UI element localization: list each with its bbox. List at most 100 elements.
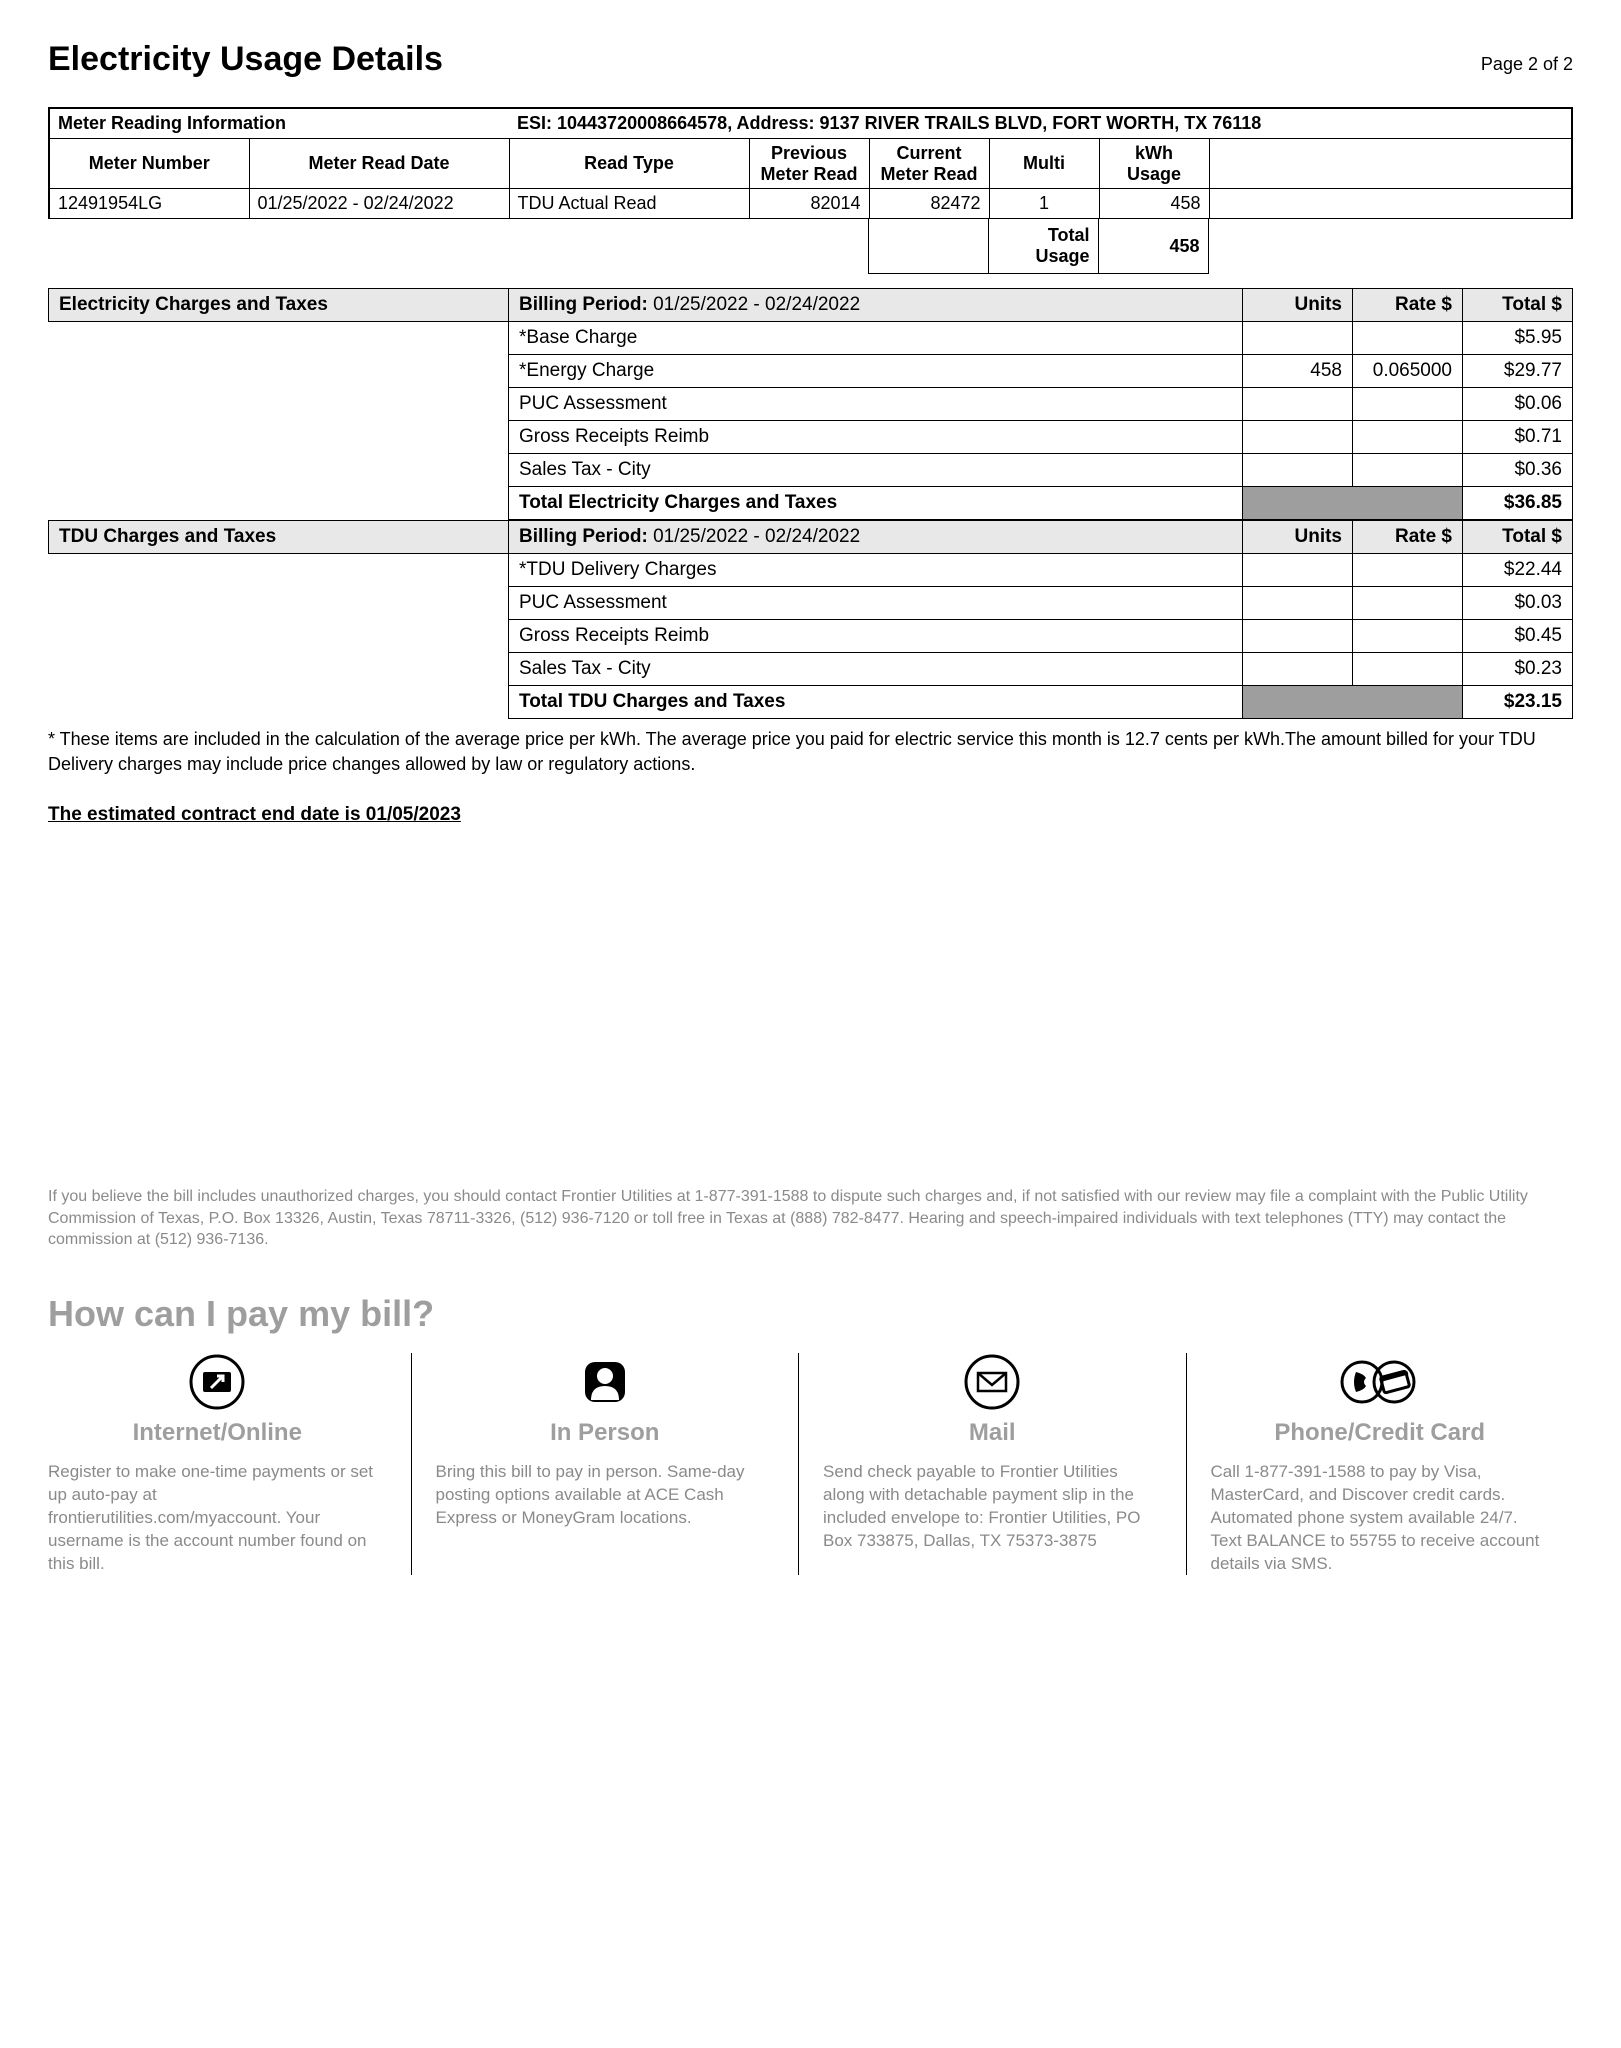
page-title: Electricity Usage Details (48, 40, 443, 79)
col-meter-number: Meter Number (49, 139, 249, 189)
meter-reading-table: Meter Reading Information ESI: 104437200… (48, 107, 1573, 219)
tdu-row: Gross Receipts Reimb$0.45 (49, 620, 1573, 653)
mail-icon (823, 1353, 1162, 1411)
tdu-rate (1353, 653, 1463, 686)
col-read-type: Read Type (509, 139, 749, 189)
phone-card-icon (1211, 1353, 1550, 1411)
meter-prev: 82014 (749, 189, 869, 219)
tdu-units (1243, 587, 1353, 620)
pay-col-mail: Mail Send check payable to Frontier Util… (798, 1353, 1186, 1576)
elec-total-label: Total Electricity Charges and Taxes (509, 487, 1243, 520)
pay-col-person: In Person Bring this bill to pay in pers… (411, 1353, 799, 1576)
elec-total: $0.36 (1463, 454, 1573, 487)
tdu-col-rate: Rate $ (1353, 521, 1463, 554)
tdu-total: $0.03 (1463, 587, 1573, 620)
person-icon (436, 1353, 775, 1411)
dispute-text: If you believe the bill includes unautho… (48, 1186, 1573, 1251)
elec-units: 458 (1243, 355, 1353, 388)
tdu-desc: Gross Receipts Reimb (509, 620, 1243, 653)
tdu-billing-label: Billing Period: (519, 526, 648, 547)
elec-rate: 0.065000 (1353, 355, 1463, 388)
elec-col-units: Units (1243, 289, 1353, 322)
col-usage: kWh Usage (1099, 139, 1209, 189)
pay-title-2: Mail (823, 1419, 1162, 1447)
elec-title: Electricity Charges and Taxes (49, 289, 509, 322)
payment-options: Internet/Online Register to make one-tim… (48, 1353, 1573, 1576)
page-number: Page 2 of 2 (1481, 54, 1573, 75)
elec-units (1243, 454, 1353, 487)
tdu-total: $22.44 (1463, 554, 1573, 587)
elec-row: Sales Tax - City $0.36 (49, 454, 1573, 487)
electricity-charges-table: Electricity Charges and Taxes Billing Pe… (48, 288, 1573, 520)
tdu-billing: Billing Period: 01/25/2022 - 02/24/2022 (509, 521, 1243, 554)
pay-body-1: Bring this bill to pay in person. Same-d… (436, 1461, 775, 1530)
col-spacer (1209, 139, 1572, 189)
elec-row: Gross Receipts Reimb$0.71 (49, 421, 1573, 454)
total-usage-label: Total Usage (988, 219, 1098, 274)
meter-curr: 82472 (869, 189, 989, 219)
tdu-billing-period: 01/25/2022 - 02/24/2022 (653, 526, 860, 547)
tdu-title: TDU Charges and Taxes (49, 521, 509, 554)
tdu-row: PUC Assessment $0.03 (49, 587, 1573, 620)
elec-total: $0.71 (1463, 421, 1573, 454)
col-prev-read: Previous Meter Read (749, 139, 869, 189)
elec-units (1243, 388, 1353, 421)
pay-title-3: Phone/Credit Card (1211, 1419, 1550, 1447)
total-usage-value: 458 (1098, 219, 1208, 274)
elec-rate (1353, 388, 1463, 421)
tdu-desc: PUC Assessment (509, 587, 1243, 620)
pay-title-1: In Person (436, 1419, 775, 1447)
tdu-units (1243, 620, 1353, 653)
footnote: * These items are included in the calcul… (48, 727, 1573, 776)
elec-total: $0.06 (1463, 388, 1573, 421)
tdu-rate (1353, 554, 1463, 587)
elec-desc: PUC Assessment (509, 388, 1243, 421)
tdu-col-total: Total $ (1463, 521, 1573, 554)
meter-multi: 1 (989, 189, 1099, 219)
tdu-total-value: $23.15 (1463, 686, 1573, 719)
elec-units (1243, 421, 1353, 454)
elec-total-value: $36.85 (1463, 487, 1573, 520)
col-multi: Multi (989, 139, 1099, 189)
elec-col-rate: Rate $ (1353, 289, 1463, 322)
tdu-row: *TDU Delivery Charges$22.44 (49, 554, 1573, 587)
elec-row: *Energy Charge4580.065000$29.77 (49, 355, 1573, 388)
elec-units (1243, 322, 1353, 355)
elec-row: PUC Assessment $0.06 (49, 388, 1573, 421)
contract-end-date: The estimated contract end date is 01/05… (48, 804, 1573, 826)
esi-address: ESI: 10443720008664578, Address: 9137 RI… (509, 108, 1572, 139)
pay-heading: How can I pay my bill? (48, 1293, 1573, 1335)
meter-read-type: TDU Actual Read (509, 189, 749, 219)
elec-billing-period: 01/25/2022 - 02/24/2022 (653, 294, 860, 315)
pay-title-0: Internet/Online (48, 1419, 387, 1447)
meter-spacer (1209, 189, 1572, 219)
tdu-rate (1353, 620, 1463, 653)
pay-body-0: Register to make one-time payments or se… (48, 1461, 387, 1576)
pay-body-2: Send check payable to Frontier Utilities… (823, 1461, 1162, 1553)
tdu-row: Sales Tax - City$0.23 (49, 653, 1573, 686)
elec-billing-label: Billing Period: (519, 294, 648, 315)
meter-number: 12491954LG (49, 189, 249, 219)
total-usage-label-spacer (868, 219, 988, 274)
col-read-date: Meter Read Date (249, 139, 509, 189)
col-curr-read: Current Meter Read (869, 139, 989, 189)
pay-body-3: Call 1-877-391-1588 to pay by Visa, Mast… (1211, 1461, 1550, 1576)
elec-desc: *Base Charge (509, 322, 1243, 355)
elec-total: $29.77 (1463, 355, 1573, 388)
tdu-total: $0.23 (1463, 653, 1573, 686)
elec-desc: *Energy Charge (509, 355, 1243, 388)
tdu-total-shade (1243, 686, 1463, 719)
meter-usage: 458 (1099, 189, 1209, 219)
meter-section-title: Meter Reading Information (49, 108, 509, 139)
elec-col-total: Total $ (1463, 289, 1573, 322)
elec-desc: Sales Tax - City (509, 454, 1243, 487)
pay-col-internet: Internet/Online Register to make one-tim… (48, 1353, 411, 1576)
elec-total-shade (1243, 487, 1463, 520)
internet-icon (48, 1353, 387, 1411)
tdu-charges-table: TDU Charges and Taxes Billing Period: 01… (48, 520, 1573, 719)
pay-col-phone: Phone/Credit Card Call 1-877-391-1588 to… (1186, 1353, 1574, 1576)
elec-rate (1353, 322, 1463, 355)
meter-read-date: 01/25/2022 - 02/24/2022 (249, 189, 509, 219)
tdu-units (1243, 653, 1353, 686)
elec-billing: Billing Period: 01/25/2022 - 02/24/2022 (509, 289, 1243, 322)
